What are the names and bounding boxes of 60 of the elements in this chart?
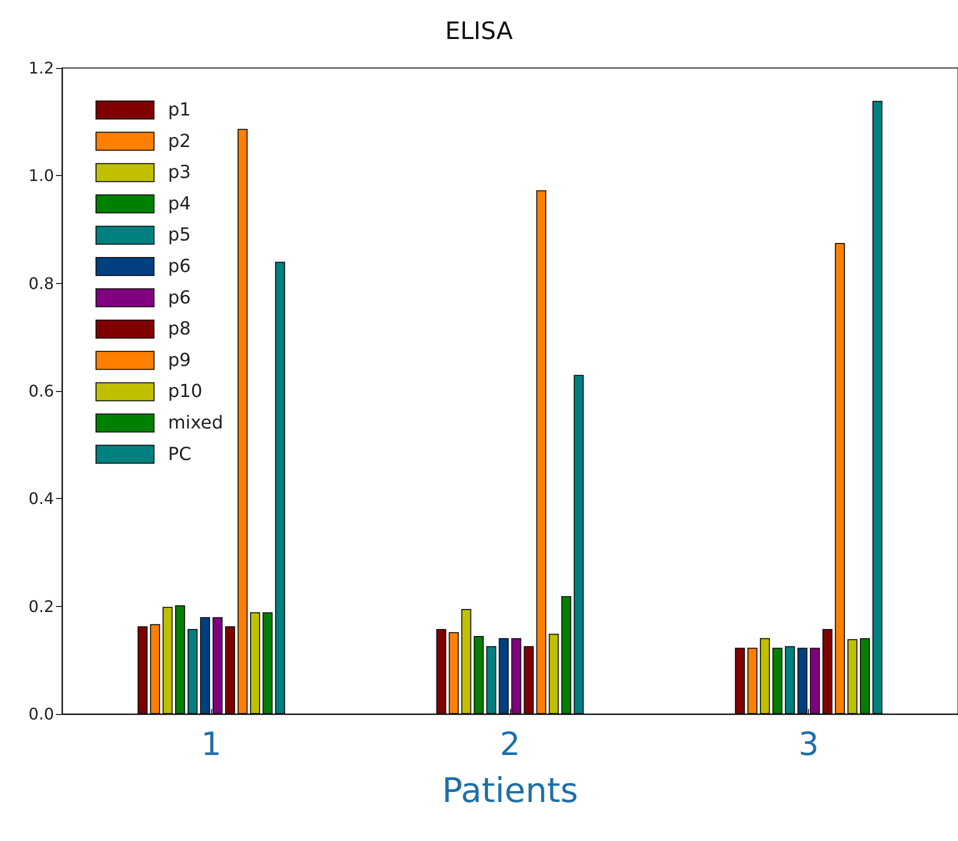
- legend-label: PC: [168, 444, 192, 465]
- legend-label: p6: [168, 287, 191, 308]
- x-tick-label: 1: [201, 725, 222, 763]
- bar: [847, 639, 858, 714]
- bar: [872, 100, 882, 714]
- bar: [436, 628, 446, 714]
- bar: [561, 596, 572, 714]
- bar: [486, 646, 496, 714]
- bar: [772, 648, 782, 714]
- y-tick-label: 0.0: [28, 704, 54, 724]
- bar: [784, 646, 795, 714]
- legend-label: p8: [168, 318, 191, 340]
- bar: [536, 190, 546, 714]
- bar: [810, 648, 820, 714]
- bar: [524, 646, 534, 714]
- legend-label: p1: [168, 100, 191, 120]
- bar: [822, 628, 832, 714]
- bar: [860, 638, 870, 714]
- bar: [212, 617, 223, 714]
- bar: [188, 628, 198, 714]
- bar: [797, 648, 808, 714]
- bar: [734, 648, 745, 714]
- legend-label: p10: [168, 381, 202, 402]
- bar: [175, 605, 186, 714]
- y-tick-label: 0.6: [28, 382, 54, 400]
- chart-title: ELISA: [445, 17, 514, 45]
- bar: [138, 626, 148, 714]
- legend-label: mixed: [168, 412, 224, 434]
- bar: [574, 374, 584, 714]
- y-tick-label: 0.2: [28, 596, 54, 616]
- legend-label: p5: [168, 224, 191, 246]
- bar: [275, 262, 286, 714]
- bar: [474, 636, 484, 714]
- bar: [448, 632, 459, 714]
- bar: [150, 624, 160, 714]
- bar: [250, 612, 260, 714]
- legend-label: p9: [168, 350, 191, 371]
- bar: [834, 242, 845, 714]
- y-tick-label: 0.4: [28, 489, 54, 508]
- bar: [238, 128, 248, 714]
- bar: [548, 634, 559, 714]
- y-tick-label: 0.8: [28, 274, 54, 293]
- bar: [498, 638, 509, 714]
- x-tick-label: 3: [798, 725, 819, 763]
- bar: [162, 606, 173, 714]
- bar: [511, 638, 522, 714]
- legend-label: p4: [168, 193, 191, 214]
- x-axis-title: Patients: [442, 771, 578, 811]
- legend-label: p6: [168, 256, 191, 277]
- bar: [200, 617, 210, 714]
- y-tick-label: 1.0: [28, 166, 54, 186]
- x-tick-label: 2: [500, 725, 520, 763]
- bar: [760, 638, 770, 714]
- bar: [747, 648, 758, 714]
- bar: [225, 626, 236, 714]
- legend-label: p3: [168, 162, 191, 184]
- bar: [461, 609, 472, 714]
- legend-label: p2: [168, 130, 191, 152]
- bar: [262, 612, 273, 714]
- y-tick-label: 1.2: [28, 58, 54, 78]
